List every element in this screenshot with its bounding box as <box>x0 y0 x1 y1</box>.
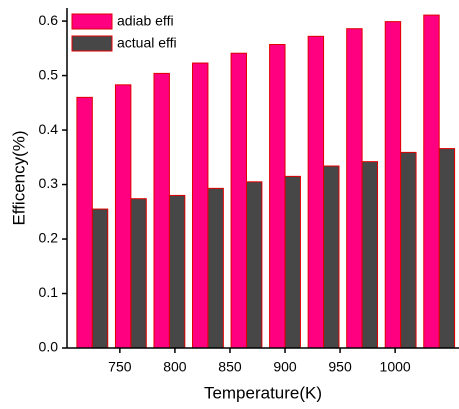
y-tick-label: 0.1 <box>39 284 59 300</box>
x-tick-label: 750 <box>108 359 132 375</box>
bar <box>284 175 301 349</box>
bar <box>153 72 170 349</box>
bar <box>76 96 93 349</box>
bar <box>114 84 132 349</box>
bar <box>307 35 325 349</box>
y-tick-label: 0.3 <box>39 175 59 191</box>
x-tick-label: 850 <box>218 359 242 375</box>
bar <box>323 165 340 349</box>
x-tick-label: 1000 <box>380 359 411 375</box>
y-tick-label: 0.5 <box>39 66 59 82</box>
bar <box>245 181 263 349</box>
bar <box>192 62 209 349</box>
bar <box>384 21 402 349</box>
bar <box>91 208 109 349</box>
y-tick-label: 0.2 <box>39 230 59 246</box>
legend-swatch <box>71 35 113 52</box>
bar <box>269 44 286 349</box>
bar <box>230 52 247 349</box>
legend-label: actual effi <box>117 35 177 51</box>
x-tick-label: 950 <box>328 359 352 375</box>
y-axis-label: Efficency(%) <box>9 130 28 225</box>
bar <box>438 148 456 349</box>
x-tick-label: 800 <box>163 359 187 375</box>
bar <box>423 14 440 349</box>
bar <box>130 198 147 349</box>
y-tick-label: 0.4 <box>39 121 59 137</box>
bar <box>361 161 379 349</box>
legend-swatch <box>71 13 113 30</box>
bar <box>346 28 363 349</box>
x-axis-label: Temperature(K) <box>204 383 322 402</box>
bar <box>400 151 417 349</box>
legend-label: adiab effi <box>117 13 174 29</box>
x-tick-label: 900 <box>273 359 297 375</box>
bar <box>207 187 224 349</box>
y-tick-label: 0.0 <box>39 339 59 355</box>
y-tick-label: 0.6 <box>39 12 59 28</box>
bar <box>168 194 186 349</box>
